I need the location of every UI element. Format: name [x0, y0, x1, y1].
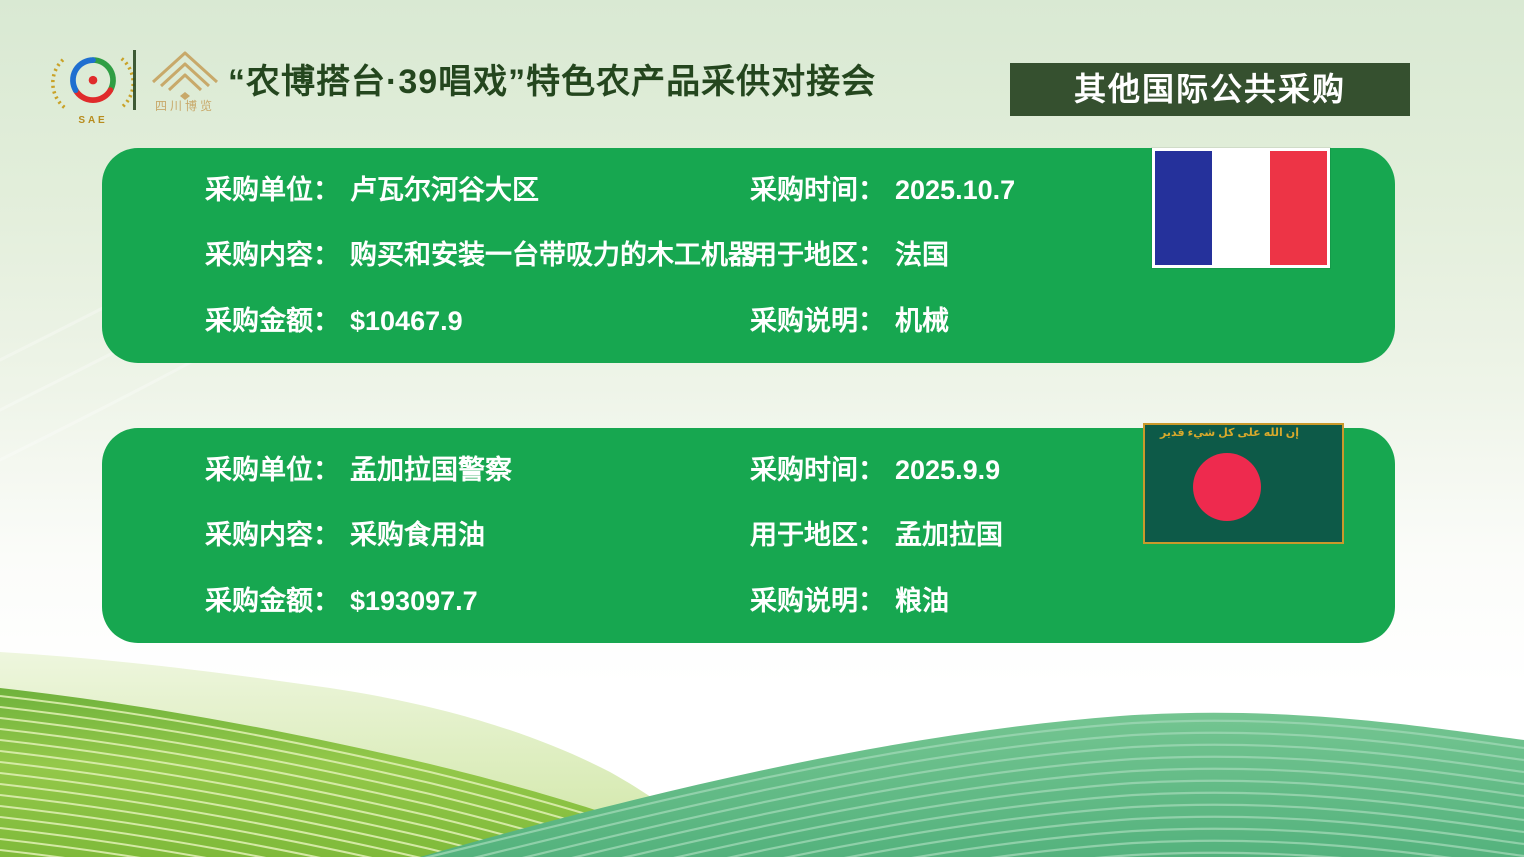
field-value: 机械	[895, 305, 949, 336]
laurel-wreath-icon	[51, 57, 135, 109]
background-waves	[0, 652, 1524, 857]
card-right-column: 采购时间： 2025.9.9 用于地区： 孟加拉国 采购说明： 粮油	[750, 428, 1003, 643]
field-label: 采购说明：	[750, 305, 885, 336]
flag-inscription: إن الله على كل شيء قدير	[1160, 427, 1299, 439]
field-label: 采购内容：	[205, 240, 340, 271]
field-label: 采购说明：	[750, 585, 885, 616]
field-value: 孟加拉国警察	[350, 454, 512, 485]
field-value: 孟加拉国	[895, 520, 1003, 551]
field-label: 采购内容：	[205, 520, 340, 551]
field-value: 卢瓦尔河谷大区	[350, 174, 539, 205]
sae-logo-text: SAE	[78, 115, 107, 126]
field-label: 采购时间：	[750, 454, 885, 485]
field-label: 用于地区：	[750, 520, 885, 551]
field-label: 采购单位：	[205, 174, 340, 205]
bangladesh-flag-red-circle	[1193, 453, 1261, 521]
field-amount: 采购金额： $193097.7	[205, 585, 512, 616]
field-note: 采购说明： 机械	[750, 305, 1015, 336]
field-value: 2025.10.7	[895, 174, 1016, 205]
sichuan-expo-logo: 四川博览	[151, 51, 219, 112]
field-region: 用于地区： 法国	[750, 241, 1015, 269]
field-value: 购买和安装一台带吸力的木工机器	[350, 240, 755, 271]
field-purchaser: 采购单位： 孟加拉国警察	[205, 456, 512, 484]
field-content: 采购内容： 购买和安装一台带吸力的木工机器	[205, 241, 755, 269]
category-badge: 其他国际公共采购	[1010, 63, 1410, 116]
sichuan-expo-text: 四川博览	[155, 98, 215, 112]
diamond-icon	[180, 92, 190, 100]
field-content: 采购内容： 采购食用油	[205, 521, 512, 549]
field-date: 采购时间： 2025.9.9	[750, 456, 1003, 484]
logo-divider	[133, 50, 136, 110]
france-flag-blue-stripe	[1155, 151, 1213, 265]
mountain-icon	[151, 51, 219, 92]
swirl-icon	[70, 57, 116, 104]
field-label: 采购单位：	[205, 454, 340, 485]
card-right-column: 采购时间： 2025.10.7 用于地区： 法国 采购说明： 机械	[750, 148, 1015, 363]
field-value: 粮油	[895, 585, 949, 616]
card-left-column: 采购单位： 卢瓦尔河谷大区 采购内容： 购买和安装一台带吸力的木工机器 采购金额： $…	[205, 148, 755, 363]
field-label: 采购金额：	[205, 585, 340, 616]
field-label: 采购金额：	[205, 305, 340, 336]
wave-sea-hill	[420, 712, 1524, 857]
field-label: 用于地区：	[750, 240, 885, 271]
field-amount: 采购金额： $10467.9	[205, 305, 755, 336]
card-left-column: 采购单位： 孟加拉国警察 采购内容： 采购食用油 采购金额： $193097.7	[205, 428, 512, 643]
field-region: 用于地区： 孟加拉国	[750, 521, 1003, 549]
field-value: $193097.7	[350, 585, 478, 616]
field-purchaser: 采购单位： 卢瓦尔河谷大区	[205, 176, 755, 204]
procurement-card-bangladesh: 采购单位： 孟加拉国警察 采购内容： 采购食用油 采购金额： $193097.7 采购…	[102, 423, 1395, 643]
procurement-card-france: 采购单位： 卢瓦尔河谷大区 采购内容： 购买和安装一台带吸力的木工机器 采购金额： $…	[102, 148, 1395, 363]
field-value: $10467.9	[350, 305, 463, 336]
bangladesh-police-flag: إن الله على كل شيء قدير	[1143, 423, 1344, 544]
field-value: 2025.9.9	[895, 454, 1001, 485]
field-date: 采购时间： 2025.10.7	[750, 176, 1015, 204]
field-label: 采购时间：	[750, 174, 885, 205]
field-note: 采购说明： 粮油	[750, 585, 1003, 616]
wave-striped-band	[0, 688, 720, 857]
field-value: 法国	[895, 240, 949, 271]
sae-expo-logo: SAE	[51, 57, 135, 126]
france-flag-red-stripe	[1269, 151, 1327, 265]
page-title: “农博搭台·39唱戏”特色农产品采供对接会	[228, 63, 877, 101]
france-flag-white-stripe	[1212, 151, 1270, 265]
france-flag	[1152, 148, 1330, 268]
field-value: 采购食用油	[350, 520, 485, 551]
